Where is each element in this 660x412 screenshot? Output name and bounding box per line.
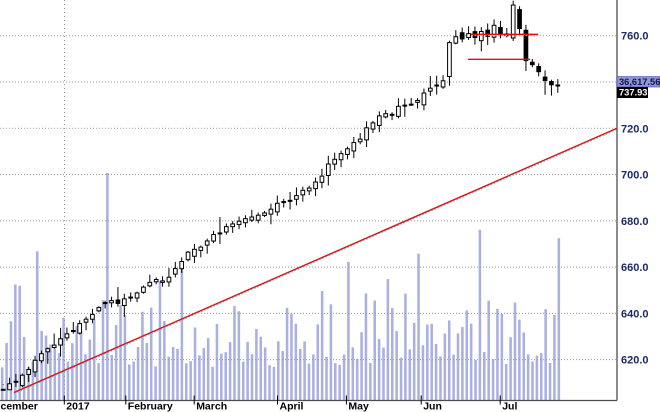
svg-text:680.0: 680.0: [621, 216, 649, 228]
svg-text:Jul: Jul: [502, 401, 517, 412]
svg-text:660.0: 660.0: [621, 262, 649, 274]
svg-text:700.0: 700.0: [621, 170, 649, 182]
svg-text:36,617.56: 36,617.56: [619, 77, 660, 87]
svg-text:cember: cember: [1, 401, 38, 412]
svg-text:620.0: 620.0: [621, 355, 649, 367]
svg-text:760.0: 760.0: [621, 31, 649, 43]
svg-text:737.93: 737.93: [619, 88, 647, 98]
svg-text:Jun: Jun: [423, 401, 442, 412]
svg-text:March: March: [196, 401, 227, 412]
svg-text:May: May: [348, 401, 369, 412]
svg-text:February: February: [128, 401, 173, 412]
svg-text:720.0: 720.0: [621, 123, 649, 135]
svg-text:April: April: [280, 401, 304, 412]
svg-text:640.0: 640.0: [621, 308, 649, 320]
svg-text:2017: 2017: [66, 401, 90, 412]
